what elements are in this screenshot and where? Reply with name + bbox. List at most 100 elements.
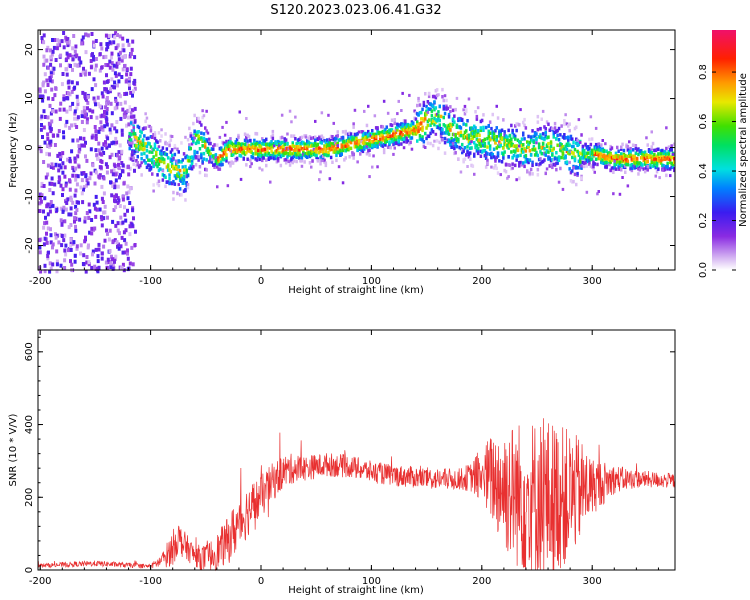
spectrogram-cell: [69, 237, 73, 242]
spectrogram-cell: [357, 142, 361, 146]
spectrogram-cell: [68, 125, 72, 130]
spectrogram-cell: [670, 165, 673, 170]
spectrogram-cell: [75, 208, 79, 212]
spectrogram-cell: [458, 116, 461, 121]
spectrogram-cell: [442, 123, 445, 127]
spectrogram-cell: [108, 40, 112, 45]
spectrogram-cell: [384, 136, 387, 141]
spectrogram-cell: [168, 173, 171, 177]
spectrogram-cell: [303, 146, 306, 150]
spectrogram-cell: [336, 150, 339, 155]
spectrogram-cell: [43, 72, 47, 77]
spectrogram-cell: [86, 95, 90, 100]
spectrogram-cell: [479, 154, 483, 158]
spectrogram-cell: [103, 110, 106, 114]
spectrogram-cell: [602, 153, 606, 157]
spectrogram-cell: [537, 157, 541, 162]
spectrogram-cell: [246, 157, 249, 161]
spectrogram-cell: [310, 142, 313, 146]
spectrogram-cell: [80, 143, 84, 148]
spectrogram-cell: [66, 248, 70, 253]
spectrogram-cell: [454, 107, 457, 112]
snr-x-axis: -200 -100 0 100 200 300: [29, 330, 659, 587]
spectrogram-cell: [105, 111, 109, 116]
spectrogram-cell: [609, 153, 612, 157]
spectrogram-cell: [129, 111, 133, 115]
spectrogram-cell: [73, 116, 77, 121]
spectrogram-cell: [510, 141, 513, 145]
spectrogram-cell: [581, 156, 585, 160]
spectrogram-cell: [401, 137, 404, 141]
spectrogram-cell: [335, 143, 338, 147]
spectrogram-cell: [80, 114, 84, 118]
spectrogram-cell: [351, 151, 354, 154]
spectrogram-cell: [476, 139, 480, 143]
spectrogram-cell: [58, 151, 62, 156]
spectrogram-x-axis: -200 -100 0 100 200 300: [29, 30, 659, 287]
spectrogram-cell: [335, 153, 338, 158]
spectrogram-cell: [270, 155, 273, 160]
spectrogram-cell: [291, 142, 294, 146]
spectrogram-cell: [633, 154, 636, 158]
spectrogram-cell: [631, 154, 635, 158]
spectrogram-cell: [225, 147, 228, 152]
spectrogram-cell: [539, 133, 542, 137]
spectrogram-cell: [153, 159, 157, 164]
spectrogram-cell: [371, 132, 374, 136]
spectrogram-cell: [242, 151, 245, 155]
y-tick-label: -20: [24, 237, 35, 253]
spectrogram-cell: [292, 151, 296, 155]
spectrogram-cell: [123, 54, 127, 58]
spectrogram-cell: [202, 157, 206, 161]
spectrogram-cell: [165, 142, 169, 146]
spectrogram-cell: [484, 125, 488, 130]
spectrogram-cell: [104, 260, 108, 265]
spectrogram-cell: [274, 140, 277, 144]
spectrogram-cell: [401, 133, 404, 137]
spectrogram-cell: [426, 107, 430, 111]
spectrogram-cell: [377, 131, 381, 135]
spectrogram-cell: [190, 162, 194, 166]
spectrogram-cell: [71, 138, 75, 143]
spectrogram-cell: [314, 142, 317, 146]
spectrogram-cell: [132, 216, 135, 221]
spectrogram-cell: [536, 127, 540, 132]
spectrogram-cell: [125, 91, 129, 96]
spectrogram-cell: [431, 143, 435, 148]
spectrogram-cell: [630, 163, 634, 167]
spectrogram-cell: [254, 157, 257, 161]
spectrogram-cell: [113, 184, 117, 189]
spectrogram-cell: [182, 189, 186, 193]
spectrogram-cell: [580, 176, 583, 180]
spectrogram-cell: [496, 151, 500, 155]
spectrogram-cell: [616, 145, 619, 150]
spectrogram-cell: [469, 126, 472, 131]
spectrogram-cell: [161, 173, 165, 177]
spectrogram-cell: [81, 70, 85, 75]
spectrogram-cell: [348, 137, 351, 142]
spectrogram-cell: [254, 152, 257, 156]
spectrogram-cell: [238, 153, 241, 158]
spectrogram-cell: [420, 127, 423, 131]
spectrogram-cell: [344, 131, 347, 136]
spectrogram-cell: [137, 147, 141, 152]
spectrogram-cell: [72, 168, 76, 173]
spectrogram-cell: [673, 168, 676, 173]
spectrogram-cell: [638, 168, 642, 172]
spectrogram-cell: [331, 160, 334, 164]
spectrogram-cell: [359, 144, 362, 149]
spectrogram-cell: [125, 191, 129, 196]
spectrogram-cell: [276, 150, 280, 154]
spectrogram-cell: [269, 180, 272, 184]
spectrogram-cell: [331, 142, 334, 146]
spectrogram-cell: [579, 157, 582, 161]
spectrogram-cell: [257, 142, 260, 146]
spectrogram-cell: [290, 157, 293, 162]
spectrogram-cell: [662, 169, 665, 172]
spectrogram-cell: [506, 135, 509, 139]
spectrogram-cell: [234, 141, 237, 145]
spectrogram-cell: [97, 242, 101, 247]
spectrogram-cell: [522, 161, 525, 165]
spectrogram-cell: [71, 101, 75, 106]
spectrogram-cell: [174, 175, 178, 180]
